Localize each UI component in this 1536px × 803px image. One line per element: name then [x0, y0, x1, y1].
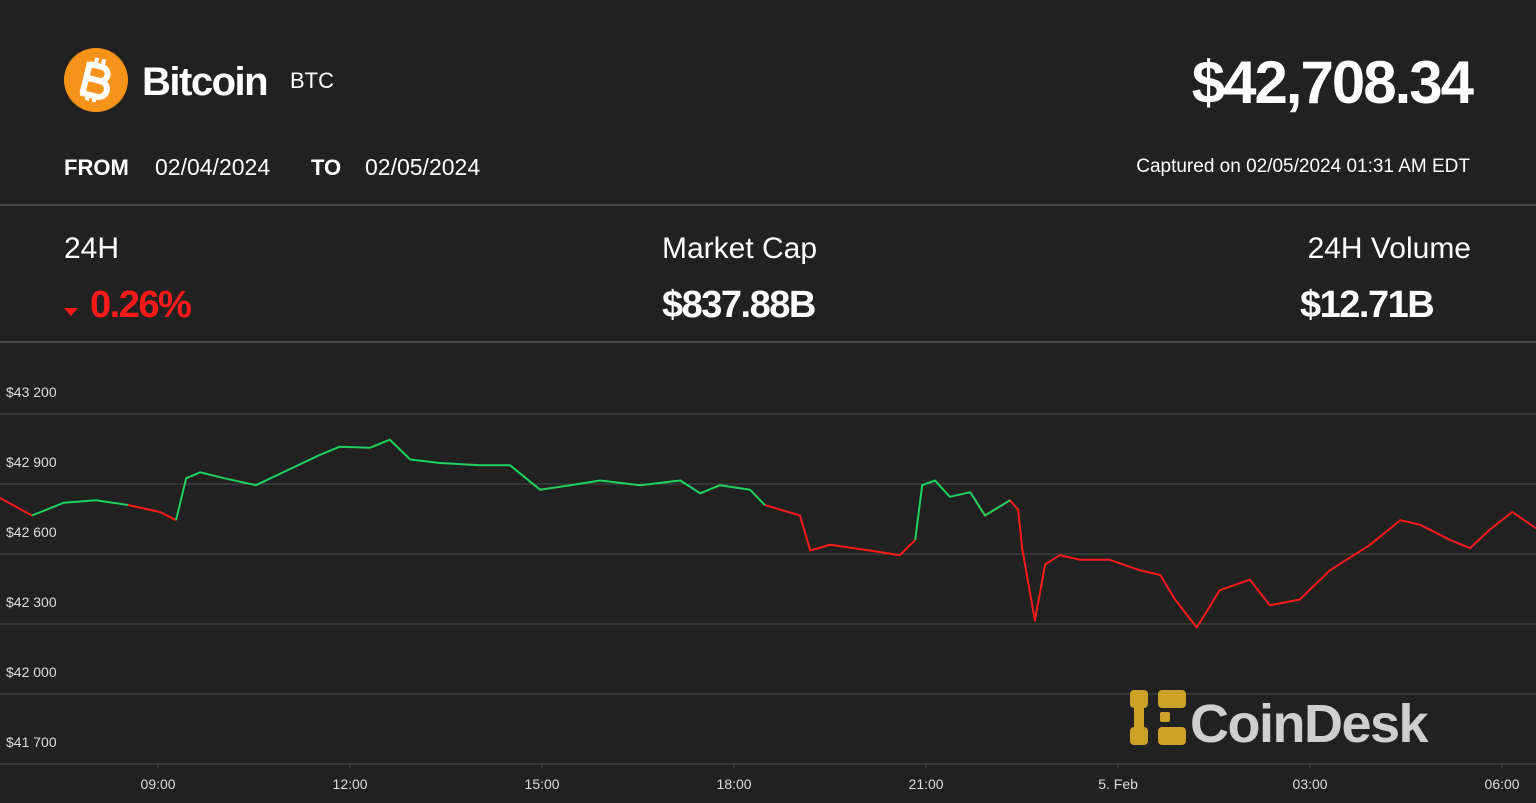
x-tick-label: 21:00 [909, 776, 944, 792]
stat-value: 0.26% [90, 284, 191, 326]
y-tick-label: $41 700 [6, 734, 57, 750]
to-label: TO [311, 155, 341, 180]
coin-symbol: BTC [290, 68, 334, 93]
stat-value: $12.71B [1300, 284, 1433, 326]
x-tick-label: 09:00 [141, 776, 176, 792]
y-tick-label: $42 600 [6, 524, 57, 540]
y-tick-label: $42 900 [6, 454, 57, 470]
x-tick-label: 15:00 [525, 776, 560, 792]
y-tick-label: $43 200 [6, 384, 57, 400]
coin-name: Bitcoin [142, 60, 267, 104]
x-tick-label: 12:00 [333, 776, 368, 792]
down-arrow [64, 308, 78, 316]
from-date: 02/04/2024 [155, 154, 270, 180]
coindesk-logo: CoinDesk [1130, 690, 1431, 754]
captured: Captured on 02/05/2024 01:31 AM EDT [1136, 156, 1470, 177]
bitcoin-icon [64, 48, 128, 112]
logo-text: CoinDesk [1190, 694, 1430, 754]
price-line [0, 491, 1536, 629]
stat-label: 24H [64, 232, 119, 265]
price-chart: $41 700 $42 000 $42 300 $42 600 $42 900 $43 2… [0, 384, 1536, 792]
stat-label: 24H Volume [1308, 232, 1471, 265]
stat-value: $837.88B [662, 284, 815, 326]
stat-label: Market Cap [662, 232, 817, 265]
x-tick-label: 5. Feb [1098, 776, 1138, 792]
to-date: 02/05/2024 [365, 154, 480, 180]
x-tick-label: 18:00 [717, 776, 752, 792]
y-tick-label: $42 300 [6, 594, 57, 610]
price: $42,708.34 [1192, 49, 1475, 116]
from-label: FROM [64, 155, 129, 180]
price-line [31, 438, 1011, 541]
y-tick-label: $42 000 [6, 664, 57, 680]
x-tick-label: 06:00 [1485, 776, 1520, 792]
x-tick-label: 03:00 [1293, 776, 1328, 792]
